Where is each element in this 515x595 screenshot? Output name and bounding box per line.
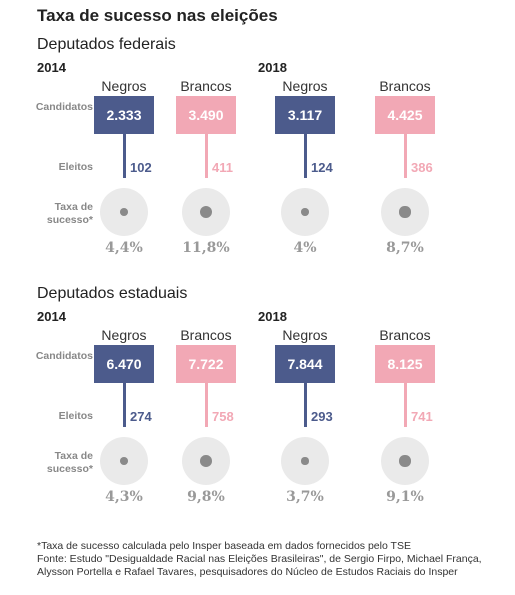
candidatos-box-negros: 2.333 — [94, 96, 154, 134]
eleitos-value-brancos: 386 — [411, 160, 433, 175]
taxa-circle-brancos — [381, 188, 429, 236]
taxa-circle-brancos — [182, 437, 230, 485]
row-label-taxa-2: sucesso* — [46, 214, 93, 226]
taxa-circle-negros — [281, 188, 329, 236]
year-label: 2014 — [37, 309, 66, 324]
taxa-dot-brancos — [399, 455, 411, 467]
taxa-dot-negros — [120, 457, 128, 465]
footnote-source-line-1: Fonte: Estudo "Desigualdade Racial nas E… — [37, 553, 482, 565]
column-header-brancos: Brancos — [180, 78, 232, 94]
year-label: 2014 — [37, 60, 66, 75]
taxa-circle-negros — [281, 437, 329, 485]
taxa-dot-brancos — [200, 455, 212, 467]
row-label-eleitos: Eleitos — [58, 410, 93, 422]
taxa-dot-brancos — [199, 205, 213, 219]
eleitos-stem-negros — [123, 134, 126, 178]
column-header-negros: Negros — [282, 78, 328, 94]
eleitos-stem-negros — [304, 134, 307, 178]
eleitos-value-brancos: 411 — [212, 160, 233, 175]
row-label-candidatos: Candidatos — [35, 101, 93, 113]
eleitos-stem-negros — [304, 383, 307, 427]
row-label-taxa-1: Taxa de — [54, 450, 93, 462]
eleitos-value-negros: 274 — [130, 409, 152, 424]
footnote-source-line-2: Alysson Portella e Rafael Tavares, pesqu… — [37, 566, 458, 578]
section-title: Deputados estaduais — [37, 285, 188, 302]
taxa-value-negros: 4% — [293, 240, 317, 256]
taxa-circle-negros — [100, 188, 148, 236]
taxa-dot-brancos — [399, 206, 411, 218]
column-header-negros: Negros — [101, 327, 147, 343]
year-label: 2018 — [258, 309, 287, 324]
eleitos-value-negros: 293 — [311, 409, 333, 424]
taxa-value-brancos: 9,8% — [187, 489, 225, 505]
taxa-value-negros: 4,4% — [105, 240, 143, 256]
column-header-brancos: Brancos — [180, 327, 232, 343]
infographic-title: Taxa de sucesso nas eleições — [37, 6, 278, 25]
candidatos-box-negros: 7.844 — [275, 345, 335, 383]
row-label-candidatos: Candidatos — [35, 350, 93, 362]
candidatos-box-brancos: 8.125 — [375, 345, 435, 383]
taxa-circle-brancos — [182, 188, 230, 236]
taxa-value-brancos: 9,1% — [386, 489, 424, 505]
section-title: Deputados federais — [37, 36, 176, 53]
taxa-value-negros: 4,3% — [105, 489, 143, 505]
taxa-dot-negros — [120, 208, 128, 216]
row-label-eleitos: Eleitos — [58, 161, 93, 173]
candidatos-box-brancos: 7.722 — [176, 345, 236, 383]
eleitos-stem-brancos — [205, 134, 208, 178]
taxa-dot-negros — [301, 457, 309, 465]
column-header-negros: Negros — [282, 327, 328, 343]
candidatos-box-brancos: 3.490 — [176, 96, 236, 134]
taxa-value-brancos: 8,7% — [386, 240, 424, 256]
year-label: 2018 — [258, 60, 287, 75]
eleitos-value-negros: 124 — [311, 160, 333, 175]
column-header-brancos: Brancos — [379, 327, 431, 343]
eleitos-value-negros: 102 — [130, 160, 152, 175]
eleitos-stem-brancos — [404, 134, 407, 178]
taxa-circle-brancos — [381, 437, 429, 485]
candidatos-box-negros: 6.470 — [94, 345, 154, 383]
eleitos-value-brancos: 758 — [212, 409, 234, 424]
candidatos-box-negros: 3.117 — [275, 96, 335, 134]
column-header-brancos: Brancos — [379, 78, 431, 94]
row-label-taxa-2: sucesso* — [46, 463, 93, 475]
taxa-dot-negros — [301, 208, 309, 216]
eleitos-stem-negros — [123, 383, 126, 427]
eleitos-value-brancos: 741 — [411, 409, 433, 424]
taxa-value-brancos: 11,8% — [182, 240, 230, 256]
candidatos-box-brancos: 4.425 — [375, 96, 435, 134]
taxa-value-negros: 3,7% — [286, 489, 324, 505]
footnote-line-1: *Taxa de sucesso calculada pelo Insper b… — [37, 540, 411, 552]
eleitos-stem-brancos — [404, 383, 407, 427]
row-label-taxa-1: Taxa de — [54, 201, 93, 213]
eleitos-stem-brancos — [205, 383, 208, 427]
taxa-circle-negros — [100, 437, 148, 485]
column-header-negros: Negros — [101, 78, 147, 94]
